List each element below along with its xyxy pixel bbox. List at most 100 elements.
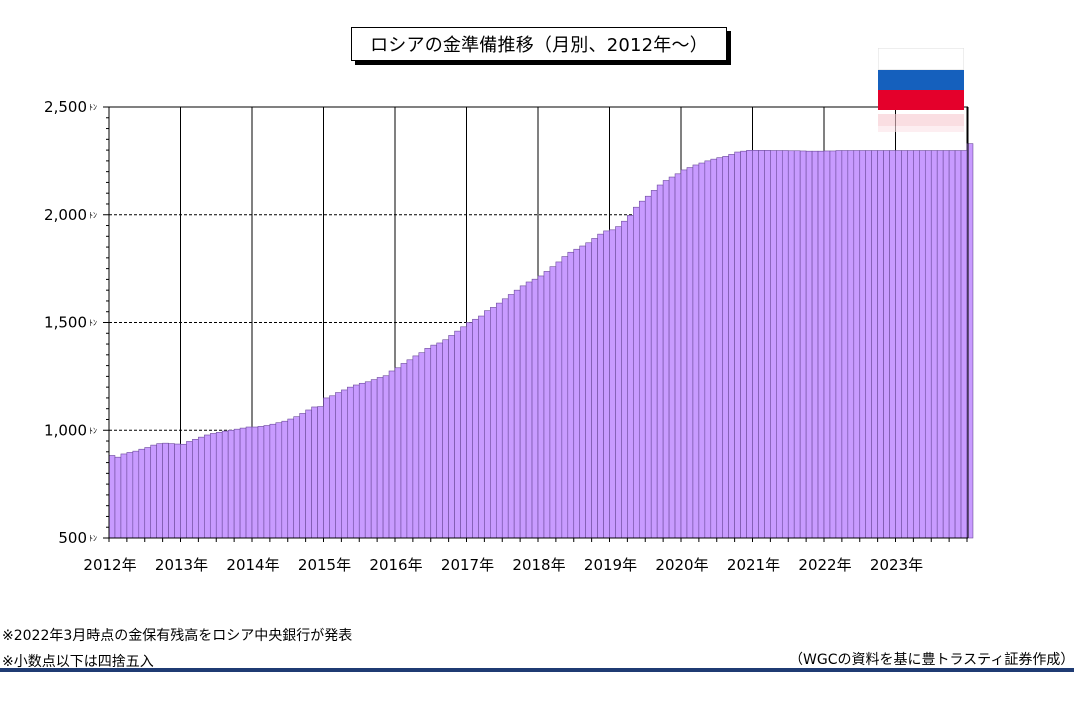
bar [656,184,664,539]
bar [400,363,408,539]
bottom-rule [0,668,1074,672]
bar [674,173,682,539]
bar [495,302,503,539]
bar [901,150,908,539]
bar [817,150,825,539]
bar [919,150,926,539]
bar [555,261,563,539]
bar [585,242,592,539]
bar [877,150,884,539]
bar [907,150,914,539]
bar [484,310,491,539]
bar [418,352,426,539]
bar [341,389,348,539]
y-tick-label: 2,000 [44,206,87,224]
bar [543,271,551,539]
bar [954,150,962,539]
bar [930,150,938,539]
bar [168,443,175,539]
bar [120,453,128,539]
bar [335,392,342,539]
bar [591,238,598,539]
bar [823,150,831,539]
x-tick-label: 2022年 [798,556,851,574]
bar [793,150,801,539]
bar [776,150,783,539]
x-tick-label: 2019年 [584,556,637,574]
x-tick-label: 2013年 [155,556,208,574]
bar [394,367,402,539]
bar [305,409,312,539]
y-unit-label: ﾄﾝ [89,211,97,220]
bar [859,150,867,539]
bar [537,275,545,539]
bar [364,381,372,539]
bar [478,315,485,539]
bar [942,150,950,539]
y-unit-label: ﾄﾝ [89,534,97,543]
bar [370,379,378,539]
bar [490,307,497,539]
bar [424,348,432,539]
bar [347,386,354,539]
bar [621,220,628,539]
bar [454,330,461,539]
bar [615,226,622,539]
bar [895,150,902,539]
y-tick-label: 500 [58,529,87,547]
bar [811,150,819,539]
bar [770,150,777,539]
bar [805,150,813,539]
bar [436,342,443,539]
bar [251,426,259,539]
bar [603,230,610,539]
bar [233,428,241,539]
bar [716,157,724,539]
bar [311,406,318,539]
bar [960,150,968,539]
bar [519,285,527,539]
bar [209,433,217,539]
bar [871,150,878,539]
bar [501,298,509,539]
bar [734,151,741,539]
bar [323,397,330,539]
bar [662,180,670,539]
bar [633,206,640,539]
bar [281,420,289,539]
bar [466,322,473,539]
bar [382,375,390,539]
bar [287,418,295,539]
bar [329,395,336,539]
bar [525,281,533,539]
bar [269,423,277,539]
bar [412,355,420,539]
x-tick-label: 2017年 [441,556,494,574]
bar [376,377,384,539]
bar [710,158,718,539]
bar [227,429,235,539]
bar [531,278,539,539]
x-tick-label: 2016年 [369,556,422,574]
bar [835,150,843,539]
bar [406,359,414,539]
bar [257,426,265,539]
x-tick-label: 2021年 [727,556,780,574]
bar [686,167,694,539]
bar [126,452,134,539]
bar [180,443,187,539]
bar [781,150,789,539]
bar [317,406,324,539]
y-tick-label: 1,000 [44,421,87,439]
bar [174,443,181,539]
bar [924,150,932,539]
bar [275,422,283,539]
bar [138,448,146,539]
bar [573,248,581,539]
bar [668,176,676,539]
bar [442,339,449,539]
bar [799,150,807,539]
bar [787,150,795,539]
bar [352,384,360,539]
